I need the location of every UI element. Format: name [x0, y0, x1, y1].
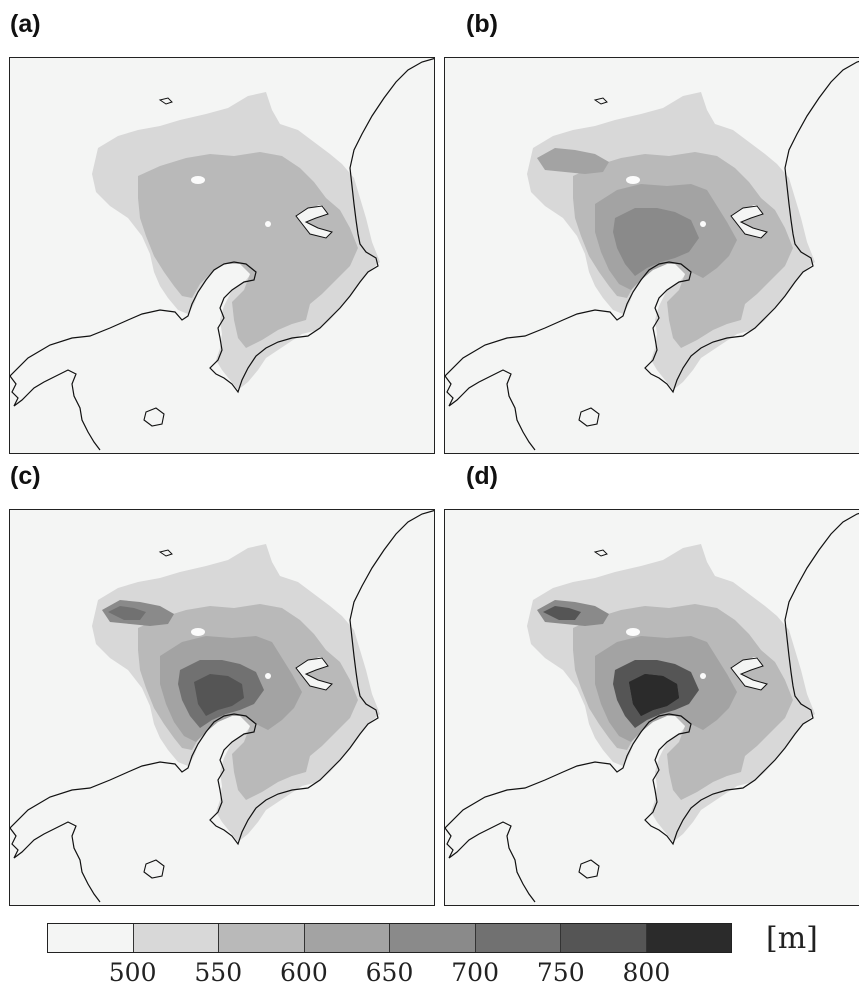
coastline	[445, 821, 536, 903]
colorbar-tick-label: 550	[194, 958, 243, 987]
lake-feature	[700, 673, 706, 679]
map-c	[10, 510, 434, 903]
land-contour-800	[629, 674, 679, 716]
colorbar-tick-label: 700	[451, 958, 499, 987]
coastline	[10, 58, 434, 394]
land-contour-700	[613, 208, 699, 276]
map-panel-b	[444, 57, 859, 454]
island-outline	[578, 859, 600, 879]
lagoon-outline	[730, 205, 768, 239]
lake-outline	[158, 97, 173, 105]
lake-feature	[191, 628, 205, 636]
panel-label-a: (a)	[10, 10, 41, 38]
mountain-contour	[537, 148, 609, 174]
lake-outline	[158, 549, 173, 557]
coastline	[445, 512, 859, 846]
coastline	[445, 60, 859, 394]
colorbar-swatch	[646, 924, 731, 952]
map-b	[445, 60, 859, 451]
panel-label-c: (c)	[10, 462, 41, 490]
coastline	[10, 369, 101, 451]
land-contour-600	[138, 152, 358, 348]
island-outline	[143, 859, 165, 879]
map-panel-a	[9, 57, 435, 454]
map-panel-c	[9, 509, 435, 906]
colorbar-unit: [m]	[766, 921, 818, 956]
mountain-peak-contour	[108, 606, 146, 620]
mountain-peak-contour	[543, 606, 581, 620]
panel-label-d: (d)	[466, 462, 498, 490]
lake-feature	[265, 673, 271, 679]
island-outline	[578, 407, 600, 427]
coastline	[10, 510, 434, 846]
colorbar	[47, 923, 732, 953]
colorbar-swatch	[475, 924, 561, 952]
lake-feature	[700, 221, 706, 227]
colorbar-swatch	[133, 924, 219, 952]
map-a	[10, 58, 434, 451]
lagoon-outline	[730, 657, 768, 691]
map-d	[445, 512, 859, 903]
lake-feature	[265, 221, 271, 227]
lake-outline	[593, 549, 608, 557]
coastline	[445, 369, 536, 451]
colorbar-swatch	[304, 924, 390, 952]
island-outline	[143, 407, 165, 427]
map-panel-d	[444, 509, 859, 906]
coastline	[10, 821, 101, 903]
lake-feature	[626, 628, 640, 636]
colorbar-tick-label: 800	[622, 958, 671, 987]
lagoon-outline	[295, 205, 333, 239]
colorbar-swatch	[219, 924, 305, 952]
land-contour-750	[194, 674, 244, 716]
lake-feature	[626, 176, 640, 184]
colorbar-swatch	[390, 924, 476, 952]
panel-label-b: (b)	[466, 10, 498, 38]
colorbar-tick-label: 500	[108, 958, 157, 987]
lake-feature	[191, 176, 205, 184]
lagoon-outline	[295, 657, 333, 691]
colorbar-tick-label: 600	[280, 958, 328, 987]
colorbar-tick-label: 750	[536, 958, 585, 987]
colorbar-swatch	[561, 924, 647, 952]
lake-outline	[593, 97, 608, 105]
colorbar-swatch	[48, 924, 134, 952]
colorbar-tick-label: 650	[365, 958, 414, 987]
